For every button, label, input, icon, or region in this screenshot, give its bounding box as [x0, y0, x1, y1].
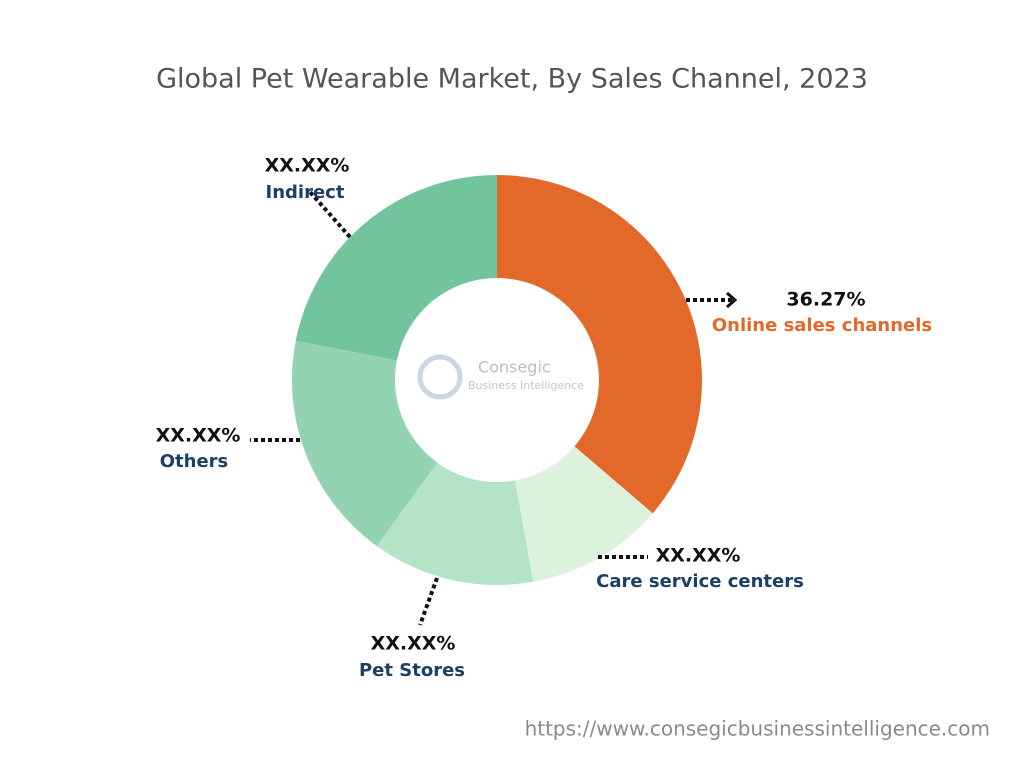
watermark: Consegic Business Intelligence	[417, 354, 584, 400]
watermark-logo	[417, 354, 463, 400]
category-label: Pet Stores	[359, 660, 465, 681]
data-label: 36.27%	[786, 289, 865, 311]
watermark-name: Consegic	[478, 358, 551, 377]
leader-line	[418, 577, 439, 626]
donut-slice	[291, 340, 438, 547]
donut-slice	[376, 462, 534, 586]
donut-slice	[497, 175, 702, 514]
category-label: Indirect	[266, 182, 345, 203]
leader-line	[308, 190, 352, 239]
data-label: XX.XX%	[265, 155, 350, 177]
data-label: XX.XX%	[156, 425, 241, 447]
leader-arrow	[726, 291, 738, 309]
data-label: XX.XX%	[656, 545, 741, 567]
source-url: https://www.consegicbusinessintelligence…	[525, 717, 990, 741]
donut-slice	[295, 175, 497, 361]
data-label: XX.XX%	[371, 633, 456, 655]
chart-title: Global Pet Wearable Market, By Sales Cha…	[156, 64, 868, 95]
category-label: Online sales channels	[712, 315, 932, 336]
category-label: Others	[160, 451, 229, 472]
watermark-tagline: Business Intelligence	[468, 379, 584, 392]
category-label: Care service centers	[596, 571, 804, 592]
donut-slice	[515, 446, 653, 582]
